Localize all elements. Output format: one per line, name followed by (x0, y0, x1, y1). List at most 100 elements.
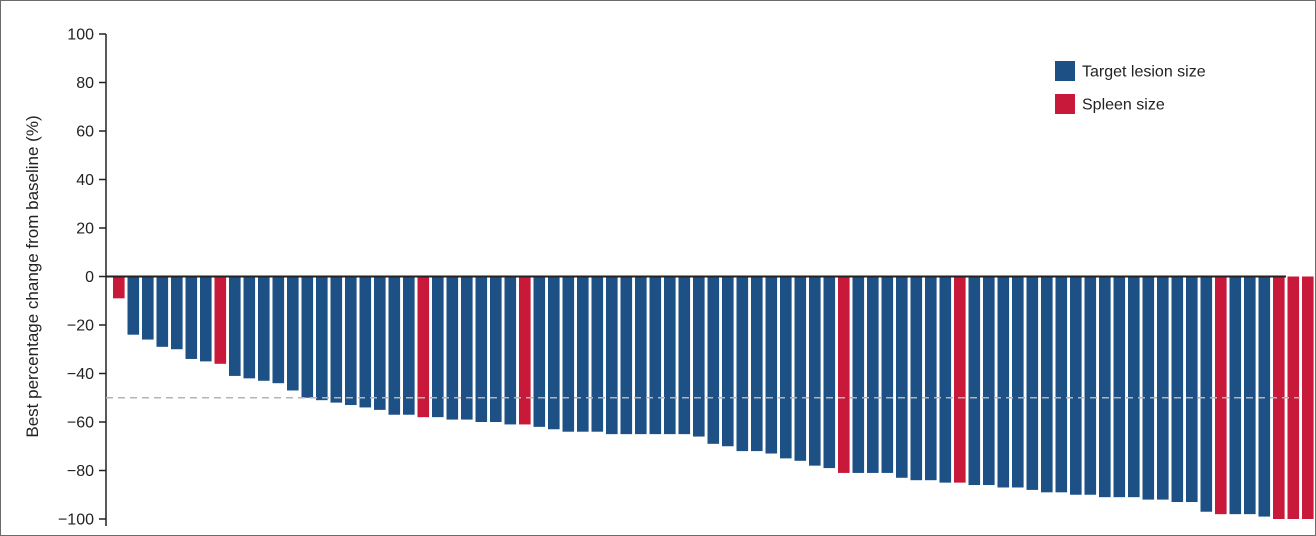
bar-79 (1244, 276, 1256, 515)
y-tick-label: 20 (76, 221, 94, 238)
bar-73 (1157, 276, 1169, 500)
bar-77 (1215, 276, 1227, 515)
bar-82 (1287, 276, 1300, 519)
y-tick-label: 80 (76, 75, 94, 92)
bar-39 (664, 276, 676, 435)
bar-13 (287, 276, 299, 391)
bar-59 (954, 276, 966, 483)
bar-41 (693, 276, 705, 437)
bar-56 (910, 276, 923, 481)
bar-19 (374, 276, 386, 410)
bar-72 (1142, 276, 1155, 500)
bar-1 (113, 276, 125, 299)
legend: Target lesion size Spleen size (1055, 61, 1206, 114)
legend-label-2: Spleen size (1082, 97, 1165, 114)
bar-30 (533, 276, 546, 427)
bar-33 (577, 276, 589, 432)
y-tick-label: 40 (76, 172, 94, 189)
bar-8 (214, 276, 227, 364)
bar-6 (185, 276, 198, 359)
bar-61 (983, 276, 995, 486)
y-tick-label: −40 (67, 366, 94, 383)
bar-57 (925, 276, 937, 481)
legend-swatch-1 (1055, 61, 1075, 81)
bar-58 (939, 276, 952, 483)
bar-54 (881, 276, 894, 473)
bar-55 (896, 276, 908, 478)
bar-40 (678, 276, 691, 435)
bar-31 (548, 276, 560, 430)
bar-26 (475, 276, 488, 422)
bar-75 (1186, 276, 1198, 503)
y-tick-label: −80 (67, 463, 94, 480)
bar-49 (809, 276, 821, 466)
y-axis: 100 80 60 40 20 0 −20 −40 −60 −80 −100 (58, 27, 107, 529)
bar-12 (272, 276, 285, 384)
y-axis-title: Best percentage change from baseline (%) (23, 115, 42, 437)
bar-24 (446, 276, 459, 420)
bar-35 (606, 276, 618, 435)
bar-17 (345, 276, 357, 406)
y-tick-label: −100 (58, 512, 94, 529)
bar-68 (1084, 276, 1097, 495)
legend-label-1: Target lesion size (1082, 64, 1206, 81)
bar-63 (1012, 276, 1024, 488)
bar-37 (635, 276, 647, 435)
bar-14 (301, 276, 314, 398)
bar-44 (736, 276, 749, 452)
bar-20 (388, 276, 401, 415)
bar-4 (156, 276, 169, 347)
bar-22 (417, 276, 430, 418)
bar-10 (243, 276, 256, 379)
bar-83 (1302, 276, 1314, 519)
bar-52 (852, 276, 865, 473)
bar-38 (649, 276, 662, 435)
bar-66 (1055, 276, 1068, 493)
bar-7 (200, 276, 212, 362)
bar-34 (591, 276, 604, 432)
bar-47 (780, 276, 792, 459)
y-tick-label: −60 (67, 415, 94, 432)
bar-81 (1273, 276, 1285, 519)
bar-46 (765, 276, 778, 454)
bar-51 (838, 276, 850, 473)
bar-29 (519, 276, 531, 425)
bar-3 (142, 276, 154, 340)
bar-53 (867, 276, 879, 473)
bar-27 (490, 276, 502, 422)
y-tick-label: 100 (67, 27, 94, 44)
bar-5 (171, 276, 183, 350)
bar-80 (1258, 276, 1271, 517)
bar-25 (461, 276, 473, 420)
bar-71 (1128, 276, 1140, 498)
bar-48 (794, 276, 807, 461)
legend-swatch-2 (1055, 94, 1075, 114)
bar-69 (1099, 276, 1111, 498)
bar-43 (722, 276, 734, 447)
bar-60 (968, 276, 981, 486)
bar-2 (127, 276, 140, 335)
y-tick-label: 0 (85, 269, 94, 286)
bar-70 (1113, 276, 1126, 498)
bar-65 (1041, 276, 1053, 493)
bar-62 (997, 276, 1010, 488)
bar-64 (1026, 276, 1039, 490)
bar-78 (1229, 276, 1242, 515)
bar-18 (359, 276, 372, 408)
y-tick-label: 60 (76, 124, 94, 141)
bar-36 (620, 276, 633, 435)
bar-16 (330, 276, 343, 403)
bar-9 (229, 276, 241, 376)
bar-32 (562, 276, 575, 432)
bar-76 (1200, 276, 1213, 512)
bar-11 (258, 276, 270, 381)
bar-42 (707, 276, 720, 444)
bar-21 (403, 276, 415, 415)
bar-67 (1070, 276, 1082, 495)
bar-23 (432, 276, 444, 418)
bar-50 (823, 276, 836, 469)
bar-28 (504, 276, 517, 425)
y-tick-label: −20 (67, 318, 94, 335)
bar-74 (1171, 276, 1184, 503)
